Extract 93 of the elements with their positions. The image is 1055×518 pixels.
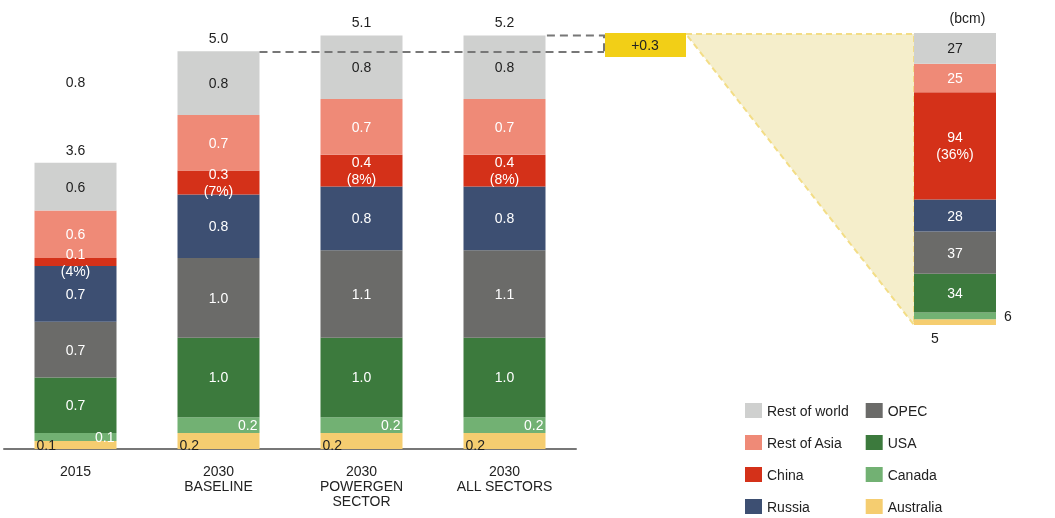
data-label: 0.8 [494,59,515,76]
data-label: 0.2 [381,417,401,434]
data-label: 0.8 [351,210,372,227]
legend-label: Australia [887,498,943,515]
bar [463,433,546,449]
bar [914,231,996,274]
legend-label: Canada [887,466,937,483]
data-label: 6 [1004,307,1012,324]
legend-label: Russia [767,498,811,515]
data-label: 0.8 [351,59,372,76]
data-label: 1.1 [494,285,515,302]
bar [320,99,403,155]
data-label: 27 [947,40,963,57]
data-label: 1.0 [351,369,372,386]
data-label: 34 [947,285,963,302]
data-label: 0.4 (8%) [346,154,377,188]
bar [34,321,117,378]
bar [463,99,546,155]
bar [177,433,260,449]
bar [320,250,403,338]
data-label: 0.2 [179,436,200,453]
bar [463,417,546,434]
data-label: 0.2 [322,436,343,453]
data-label: 0.7 [65,341,86,358]
x-tick-label: 2030 POWERGEN SECTOR [319,462,404,509]
bar [320,417,403,434]
data-label: 0.2 [465,436,486,453]
bar [177,114,260,171]
total-label: 5.0 [208,30,229,47]
data-label: 0.1 [36,436,57,453]
data-label: 0.7 [351,118,372,135]
legend-label: China [767,466,804,483]
data-label: 0.2 [524,417,544,434]
legend-label: OPEC [887,402,928,419]
bar [914,312,996,320]
data-label: 0.7 [494,118,515,135]
data-label: 0.6 [65,178,86,195]
bar [34,258,117,267]
data-label: 0.8 [208,75,229,92]
bar [914,319,996,325]
data-label: 0.7 [65,397,86,414]
data-label: 25 [947,70,963,87]
bar [914,199,996,232]
legend-label: Rest of Asia [767,434,842,451]
data-label: 0.4 (8%) [489,154,520,188]
x-tick-label: 2015 [59,462,92,479]
bar [177,51,260,115]
data-label: 1.0 [494,369,515,386]
data-label: 0.7 [208,134,229,151]
data-label: 0.1 (4%) [60,245,91,279]
data-label: 0.7 [65,285,86,302]
data-label: 0.8 [494,210,515,227]
data-label: 1.0 [208,289,229,306]
bar [177,337,260,418]
data-label: 0.6 [65,226,86,243]
total-label: 5.2 [494,14,515,31]
data-label: 28 [947,207,963,224]
bar [463,186,546,251]
bar [34,210,117,259]
bar [320,433,403,449]
bar [320,186,403,251]
bar [34,162,117,211]
bar [463,337,546,418]
legend-label: USA [887,434,918,451]
x-tick-label: 2030 ALL SECTORS [456,462,553,494]
legend-label: Rest of world [767,402,849,419]
total-label: 3.6 [65,141,86,158]
bar [914,63,996,93]
data-label: 0.1 [95,429,115,446]
data-label: 5 [931,329,940,346]
data-label: 0.3 (7%) [203,166,234,200]
bar [463,35,546,100]
bar [914,33,996,64]
bar [34,266,117,322]
data-label: 94 (36%) [936,129,974,163]
text: +0.3 [631,37,660,53]
annotation: 0.8 [65,74,86,90]
data-label: 0.2 [238,417,258,434]
chart-title: (bcm) [949,10,986,26]
data-label: 37 [947,244,963,261]
bar [320,35,403,100]
bar [34,377,117,434]
bar [320,337,403,418]
data-label: 0.8 [208,218,229,235]
bar [914,92,996,200]
bar [177,258,260,338]
data-label: 1.0 [208,369,229,386]
bar [463,250,546,338]
bar [177,417,260,434]
x-tick-label: 2030 BASELINE [184,462,253,494]
total-label: 5.1 [351,14,372,31]
bar [914,273,996,313]
data-label: 1.1 [351,285,372,302]
